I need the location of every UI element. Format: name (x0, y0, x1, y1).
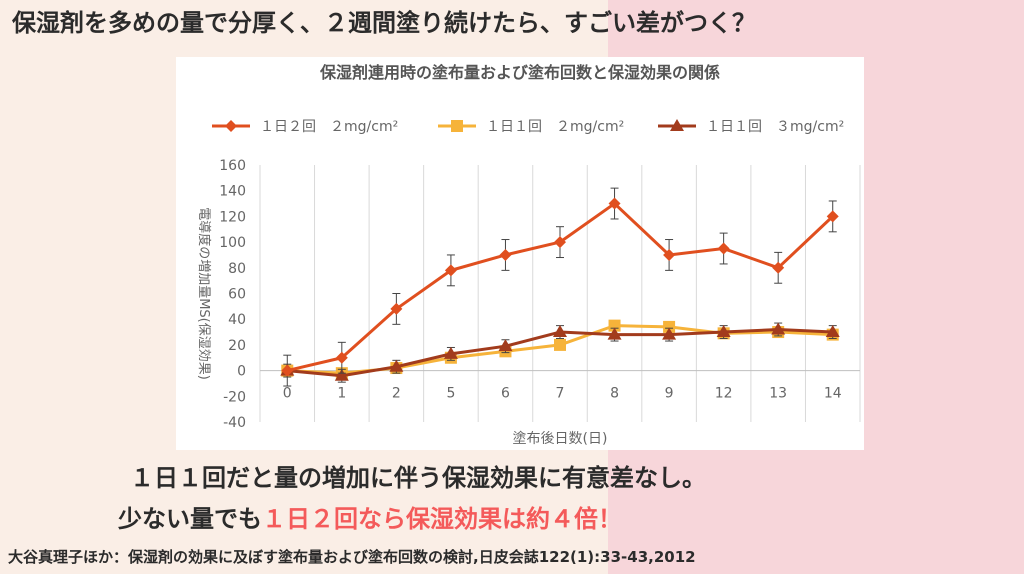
y-tick-label: 60 (228, 287, 246, 303)
y-tick-label: 0 (237, 364, 246, 380)
message-line-1: １日１回だと量の増加に伴う保湿効果に有意差なし。 (130, 464, 706, 492)
data-point (335, 351, 348, 364)
y-tick-label: 160 (219, 158, 246, 174)
x-tick-label: 1 (337, 386, 346, 402)
legend-label: １日１回 ３mg/cm² (706, 119, 844, 135)
y-axis-label: 電導度の増加量MS(保湿効果) (196, 207, 212, 380)
chart-title: 保湿剤連用時の塗布量および塗布回数と保湿効果の関係 (319, 63, 720, 82)
legend-marker (225, 120, 237, 132)
data-point (663, 248, 676, 261)
data-point (281, 364, 294, 377)
y-tick-label: 80 (228, 261, 246, 277)
data-point (607, 327, 622, 340)
legend-label: １日１回 ２mg/cm² (486, 119, 624, 135)
x-tick-label: 7 (556, 386, 565, 402)
x-tick-label: 5 (446, 386, 455, 402)
data-point (826, 210, 839, 223)
data-point (772, 261, 785, 274)
data-point (390, 302, 403, 315)
y-tick-label: 100 (219, 235, 246, 251)
x-tick-label: 2 (392, 386, 401, 402)
data-point (662, 327, 677, 340)
chart: 保湿剤連用時の塗布量および塗布回数と保湿効果の関係-40-20020406080… (196, 63, 861, 447)
message-line-2-highlight: １日２回なら保湿効果は約４倍！ (262, 505, 622, 533)
data-point (443, 346, 458, 359)
data-point (389, 359, 404, 372)
message-line-2: 少ない量でも１日２回なら保湿効果は約４倍！ (118, 499, 622, 534)
x-tick-label: 13 (769, 386, 787, 402)
data-point (554, 338, 566, 351)
data-point (444, 264, 457, 277)
y-tick-label: 20 (228, 338, 246, 354)
citation: 大谷真理子ほか：保湿剤の効果に及ぼす塗布量および塗布回数の検討,日皮会誌122(… (8, 548, 696, 566)
data-point (554, 236, 566, 249)
data-point (771, 322, 786, 335)
data-point (825, 325, 840, 338)
x-tick-label: 14 (824, 386, 842, 402)
data-point (663, 320, 676, 333)
y-tick-label: 40 (228, 312, 246, 328)
x-tick-label: 12 (715, 386, 733, 402)
x-axis-label: 塗布後日数(日) (513, 430, 608, 447)
y-tick-label: -20 (223, 389, 246, 405)
chart-panel: 保湿剤連用時の塗布量および塗布回数と保湿効果の関係 -40 -20 0 20 40 60 80… (176, 57, 864, 450)
x-tick-label: 0 (283, 386, 292, 402)
y-tick-label: 120 (219, 209, 246, 225)
legend-marker (451, 120, 463, 132)
x-tick-label: 9 (665, 386, 674, 402)
data-point (498, 339, 513, 352)
slide-title: 保湿剤を多めの量で分厚く、２週間塗り続けたら、すごい差がつく？ (12, 9, 756, 37)
x-tick-label: 6 (501, 386, 510, 402)
y-tick-label: -40 (223, 415, 246, 431)
data-point (608, 197, 621, 210)
data-point (716, 325, 731, 338)
data-point (553, 325, 567, 338)
data-point (334, 368, 349, 381)
data-point (499, 248, 512, 261)
x-tick-label: 8 (610, 386, 619, 402)
data-point (717, 242, 730, 255)
message-line-2-prefix: 少ない量でも (118, 505, 262, 533)
legend-marker (670, 119, 684, 131)
y-tick-label: 140 (219, 184, 246, 200)
legend-label: １日２回 ２mg/cm² (260, 119, 398, 135)
